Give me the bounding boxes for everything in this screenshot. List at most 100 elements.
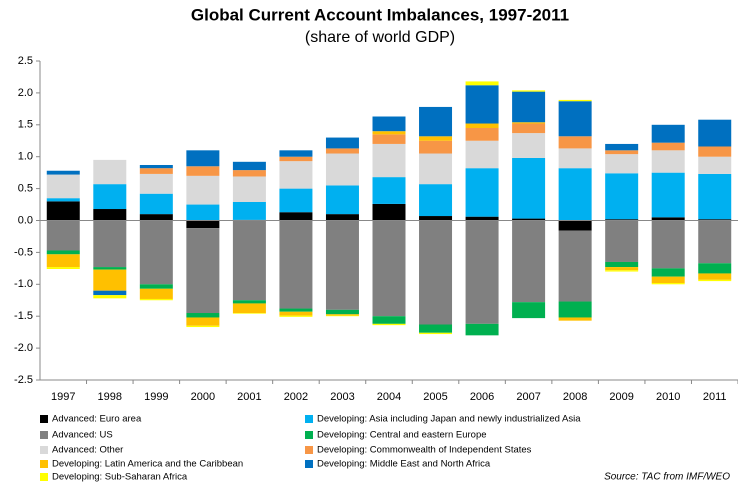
bar-segment bbox=[232, 220, 266, 301]
bar-segment bbox=[139, 164, 173, 169]
y-tick-label: -1.0 bbox=[14, 278, 33, 290]
bar-segment bbox=[419, 106, 453, 137]
bar-segment bbox=[279, 308, 313, 312]
bar-segment bbox=[419, 136, 453, 141]
bar-segment bbox=[512, 122, 546, 124]
bar-segment bbox=[419, 153, 453, 185]
bar-segment bbox=[325, 315, 359, 317]
bar-segment bbox=[372, 203, 406, 221]
bar-segment bbox=[698, 273, 732, 280]
bar-segment bbox=[46, 250, 80, 255]
bar-segment bbox=[651, 283, 685, 285]
legend-swatch bbox=[40, 473, 48, 481]
x-tick-label: 2011 bbox=[703, 391, 727, 403]
bar-segment bbox=[372, 177, 406, 204]
legend-label: Advanced: US bbox=[52, 430, 113, 441]
bar-segment bbox=[512, 133, 546, 158]
bar-segment bbox=[512, 218, 546, 221]
legend-swatch bbox=[305, 431, 313, 439]
bar-segment bbox=[605, 143, 639, 151]
bar-segment bbox=[698, 146, 732, 157]
bar-segment bbox=[419, 220, 453, 325]
bar-segment bbox=[651, 142, 685, 151]
bar-segment bbox=[372, 134, 406, 144]
bar-segment bbox=[651, 150, 685, 173]
bar-segment bbox=[139, 173, 173, 194]
bar-segment bbox=[372, 116, 406, 132]
bar-segment bbox=[279, 188, 313, 213]
x-tick-label: 1997 bbox=[51, 391, 75, 403]
bar-segment bbox=[46, 267, 80, 269]
legend-label: Developing: Asia including Japan and new… bbox=[317, 414, 581, 425]
bar-segment bbox=[512, 220, 546, 303]
bar-segment bbox=[698, 220, 732, 264]
bar-segment bbox=[465, 323, 499, 336]
bar-segment bbox=[558, 148, 592, 169]
bar-segment bbox=[558, 317, 592, 321]
x-tick-label: 2004 bbox=[377, 391, 401, 403]
bar-segment bbox=[186, 150, 220, 167]
bar-segment bbox=[139, 168, 173, 174]
bar-segment bbox=[186, 220, 220, 229]
bar-segment bbox=[46, 254, 80, 268]
bar-segment bbox=[93, 184, 127, 210]
x-tick-label: 2010 bbox=[656, 391, 680, 403]
x-tick-label: 2008 bbox=[563, 391, 587, 403]
legend-label: Developing: Commonwealth of Independent … bbox=[317, 445, 532, 456]
bar-segment bbox=[139, 298, 173, 301]
bar-segment bbox=[512, 90, 546, 92]
bar-segment bbox=[46, 220, 80, 251]
bar-segment bbox=[325, 214, 359, 221]
bar-segment bbox=[139, 193, 173, 215]
x-tick-label: 2007 bbox=[516, 391, 540, 403]
bar-segment bbox=[512, 91, 546, 123]
bar-segment bbox=[558, 99, 592, 102]
bar-segment bbox=[512, 302, 546, 319]
bar-segment bbox=[698, 263, 732, 274]
bar-segment bbox=[465, 85, 499, 124]
bar-segment bbox=[465, 216, 499, 221]
bar-segment bbox=[139, 214, 173, 221]
y-tick-label: 2.0 bbox=[18, 87, 33, 99]
bar-segment bbox=[419, 332, 453, 335]
bar-segment bbox=[372, 316, 406, 324]
bar-segment bbox=[651, 124, 685, 143]
bar-segment bbox=[232, 176, 266, 202]
bar-segment bbox=[325, 137, 359, 149]
bar-segment bbox=[279, 315, 313, 317]
bar-segment bbox=[325, 148, 359, 154]
bar-segment bbox=[651, 276, 685, 284]
x-tick-label: 2006 bbox=[470, 391, 494, 403]
bar-segment bbox=[325, 314, 359, 316]
x-tick-label: 1999 bbox=[144, 391, 168, 403]
bar-segment bbox=[139, 288, 173, 299]
bar-segment bbox=[279, 220, 313, 309]
bar-segment bbox=[605, 154, 639, 174]
legend-swatch bbox=[40, 415, 48, 423]
bar-segment bbox=[186, 325, 220, 328]
bar-segment bbox=[46, 174, 80, 199]
bar-segment bbox=[465, 220, 499, 324]
bar-segment bbox=[698, 219, 732, 221]
legend-swatch bbox=[40, 446, 48, 454]
bar-segment bbox=[605, 173, 639, 220]
y-tick-label: -2.5 bbox=[14, 374, 33, 386]
bar-segment bbox=[512, 157, 546, 219]
legend-label: Developing: Latin America and the Caribb… bbox=[52, 459, 243, 470]
source: Source: TAC from IMF/WEO bbox=[604, 472, 730, 483]
y-tick-label: -2.0 bbox=[14, 342, 33, 354]
bar-segment bbox=[605, 267, 639, 271]
bar-segment bbox=[372, 323, 406, 326]
x-tick-label: 2001 bbox=[237, 391, 261, 403]
bar-segment bbox=[93, 267, 127, 270]
y-tick-label: 1.5 bbox=[18, 119, 33, 131]
bar-segment bbox=[558, 168, 592, 221]
bar-segment bbox=[279, 156, 313, 162]
bar-segment bbox=[465, 127, 499, 141]
bar-segment bbox=[186, 228, 220, 314]
bar-segment bbox=[93, 295, 127, 299]
bar-segment bbox=[651, 217, 685, 221]
bar-segment bbox=[232, 170, 266, 177]
legend-label: Developing: Middle East and North Africa bbox=[317, 459, 491, 470]
bar-segment bbox=[139, 284, 173, 289]
